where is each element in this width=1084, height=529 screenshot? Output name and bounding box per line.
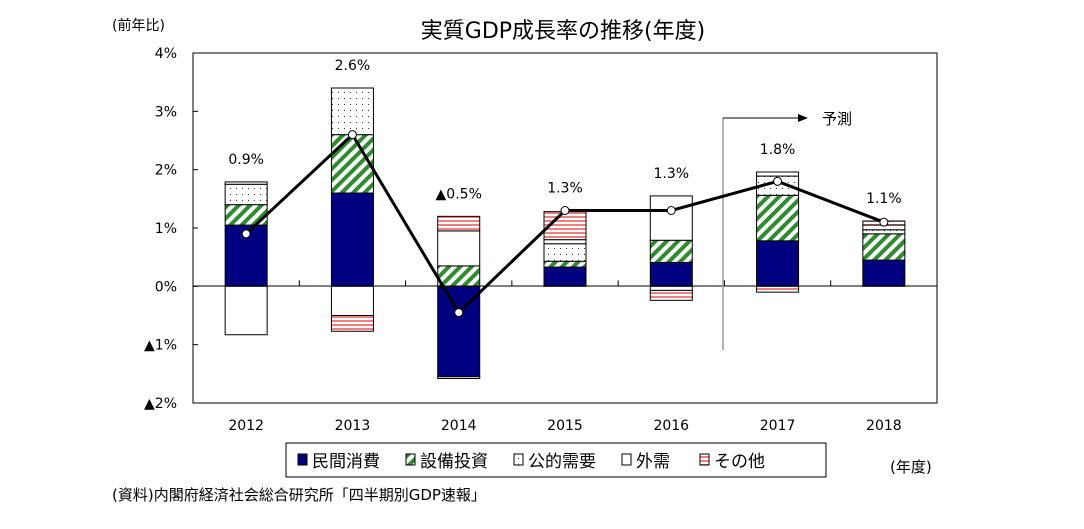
data-label-2015: 1.3%	[547, 181, 583, 197]
legend: 民間消費 設備投資 公的需要 外需 その他	[285, 442, 827, 478]
total-point-2012	[241, 229, 251, 239]
x-tick-label: 2018	[866, 418, 902, 434]
forecast-marker: 予測	[722, 110, 852, 350]
bar-segment-2012-2	[224, 183, 268, 206]
data-label-2014: ▲0.5%	[436, 186, 482, 202]
x-tick-label: 2014	[441, 418, 477, 434]
total-point-2017	[773, 176, 783, 186]
source-note: (資料)内閣府経済社会総合研究所「四半期別GDP速報」	[112, 486, 486, 504]
x-tick-label: 2012	[228, 418, 264, 434]
data-label-2012: 0.9%	[228, 152, 264, 168]
bar-segment-2016-0	[649, 261, 693, 287]
legend-swatch	[513, 453, 524, 466]
bar-segment-2015-0	[543, 266, 587, 287]
bar-segment-2017-0	[756, 240, 800, 287]
bar-segment-2014-0	[437, 285, 481, 378]
legend-label: 公的需要	[528, 452, 596, 472]
y-tick-label: 0%	[155, 279, 177, 295]
y-tick-label: 4%	[155, 46, 177, 62]
x-tick-label: 2017	[760, 418, 796, 434]
data-label-2013: 2.6%	[335, 58, 371, 74]
bar-segment-2013-2	[330, 87, 374, 136]
bar-segment-2016-4	[649, 289, 693, 301]
y-axis-label: (前年比)	[112, 17, 165, 34]
forecast-label: 予測	[822, 110, 852, 128]
legend-swatch	[297, 453, 308, 466]
y-tick-label: ▲2%	[144, 396, 177, 412]
y-tick-label: 2%	[155, 163, 177, 179]
x-axis-label: (年度)	[890, 458, 932, 476]
legend-swatch	[621, 453, 632, 466]
data-label-2016: 1.3%	[653, 166, 689, 182]
y-tick-label: 1%	[155, 221, 177, 237]
x-tick-label: 2013	[335, 418, 371, 434]
data-label-2017: 1.8%	[760, 142, 796, 158]
bar-segment-2013-3	[330, 285, 374, 317]
bar-segment-2017-1	[756, 194, 800, 242]
legend-swatch	[699, 453, 710, 466]
bar-segment-2014-4	[437, 215, 481, 232]
total-point-2016	[666, 206, 676, 215]
bar-segment-2015-1	[543, 260, 587, 268]
x-tick-label: 2015	[547, 418, 583, 434]
arrow-right-icon	[798, 114, 808, 122]
data-label-2018: 1.1%	[866, 191, 902, 207]
legend-label: その他	[714, 452, 765, 472]
total-point-2018	[879, 217, 889, 227]
total-point-2014	[454, 308, 464, 318]
bar-segment-2016-2	[649, 285, 693, 291]
legend-label: 民間消費	[312, 452, 380, 472]
legend-label: 設備投資	[420, 452, 488, 472]
bar-segment-2012-4	[224, 181, 268, 185]
bar-segment-2017-3	[756, 171, 800, 177]
bar-segment-2013-4	[330, 315, 374, 332]
x-tick-label: 2016	[653, 418, 689, 434]
bar-segment-2014-2	[437, 376, 481, 379]
bar-segment-2018-1	[862, 233, 906, 261]
bar-segment-2014-1	[437, 265, 481, 287]
bar-segment-2015-3	[543, 239, 587, 245]
bar-segment-2015-2	[543, 243, 587, 262]
y-tick-label: 3%	[155, 104, 177, 120]
bar-segment-2016-3	[649, 195, 693, 241]
total-point-2013	[347, 130, 357, 140]
bar-segment-2018-0	[862, 259, 906, 287]
bar-segment-2013-1	[330, 134, 374, 194]
chart-title: 実質GDP成長率の推移(年度)	[421, 19, 705, 44]
bar-segment-2018-2	[862, 229, 906, 235]
legend-label: 外需	[636, 452, 670, 472]
y-tick-label: ▲1%	[144, 338, 177, 354]
legend-swatch	[405, 453, 416, 466]
bar-segment-2014-3	[437, 230, 481, 267]
bar-segment-2016-1	[649, 239, 693, 263]
bar-segment-2013-0	[330, 192, 374, 287]
bar-segment-2017-4	[756, 285, 800, 293]
total-point-2015	[560, 206, 570, 215]
bar-segment-2012-3	[224, 285, 268, 336]
